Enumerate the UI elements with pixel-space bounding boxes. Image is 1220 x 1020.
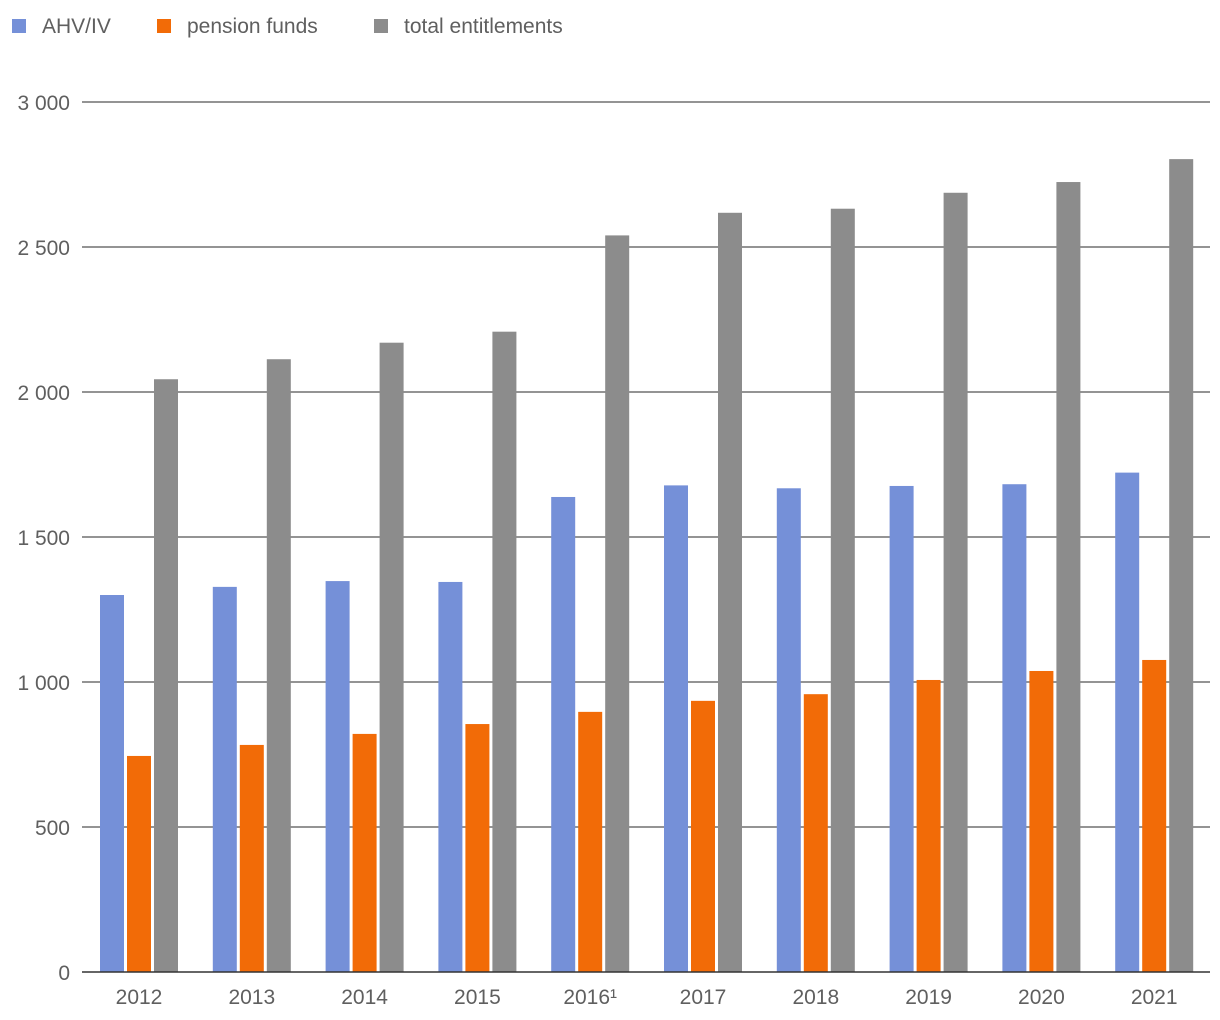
x-tick-label-2: 2014	[341, 986, 388, 1009]
y-tick-label-3: 1 500	[17, 527, 70, 550]
y-axis-ticks: 0 500 1 000 1 500 2 000 2 500 3 000	[17, 92, 70, 985]
bar-0-5	[664, 485, 688, 972]
y-tick-label-0: 0	[58, 962, 70, 985]
y-tick-label-6: 3 000	[17, 92, 70, 115]
legend: AHV/IV pension funds total entitlements	[12, 15, 563, 38]
y-tick-label-4: 2 000	[17, 382, 70, 405]
legend-label-1: pension funds	[187, 15, 318, 38]
x-tick-label-4: 2016¹	[563, 986, 617, 1009]
bars	[100, 159, 1194, 973]
x-tick-label-0: 2012	[116, 986, 163, 1009]
legend-swatch-2	[374, 19, 388, 33]
bar-1-3	[465, 724, 490, 972]
y-tick-label-1: 500	[35, 817, 70, 840]
y-tick-label-2: 1 000	[17, 672, 70, 695]
bar-1-4	[578, 711, 603, 972]
bar-0-8	[1002, 484, 1027, 972]
x-tick-label-1: 2013	[228, 986, 275, 1009]
bar-2-1	[266, 359, 291, 973]
bar-2-9	[1169, 159, 1194, 972]
bar-2-2	[379, 342, 404, 972]
bar-2-6	[830, 208, 855, 973]
bar-2-7	[943, 192, 968, 972]
bar-1-8	[1029, 670, 1054, 972]
y-tick-label-5: 2 500	[17, 237, 70, 260]
legend-swatch-0	[12, 19, 26, 33]
bar-0-3	[438, 581, 463, 972]
legend-label-2: total entitlements	[404, 15, 563, 38]
bar-1-2	[352, 733, 377, 972]
bar-2-8	[1056, 182, 1081, 973]
bar-2-0	[154, 379, 178, 972]
bar-2-5	[718, 212, 742, 972]
x-tick-label-5: 2017	[680, 986, 727, 1009]
x-tick-label-8: 2020	[1018, 986, 1065, 1009]
legend-swatch-1	[157, 19, 171, 33]
bar-0-7	[889, 485, 914, 972]
bar-0-9	[1115, 472, 1140, 972]
x-tick-label-9: 2021	[1131, 986, 1178, 1009]
bar-1-1	[239, 744, 264, 972]
legend-label-0: AHV/IV	[42, 15, 111, 38]
bar-0-1	[212, 586, 237, 972]
bar-1-7	[916, 679, 941, 972]
bar-1-6	[803, 694, 828, 972]
x-tick-label-6: 2018	[792, 986, 839, 1009]
bar-1-0	[127, 755, 151, 972]
bar-2-4	[605, 235, 630, 972]
bar-0-2	[325, 581, 350, 972]
bar-0-4	[551, 496, 576, 972]
bar-2-3	[492, 331, 517, 972]
bar-1-9	[1142, 659, 1167, 972]
bar-1-5	[691, 700, 715, 972]
x-axis-ticks: 2012 2013 2014 2015 2016¹ 2017 2018 2019 2020 202…	[116, 986, 1178, 1009]
x-tick-label-7: 2019	[905, 986, 952, 1009]
x-tick-label-3: 2015	[454, 986, 501, 1009]
bar-0-0	[100, 595, 124, 972]
bar-0-6	[776, 488, 801, 972]
